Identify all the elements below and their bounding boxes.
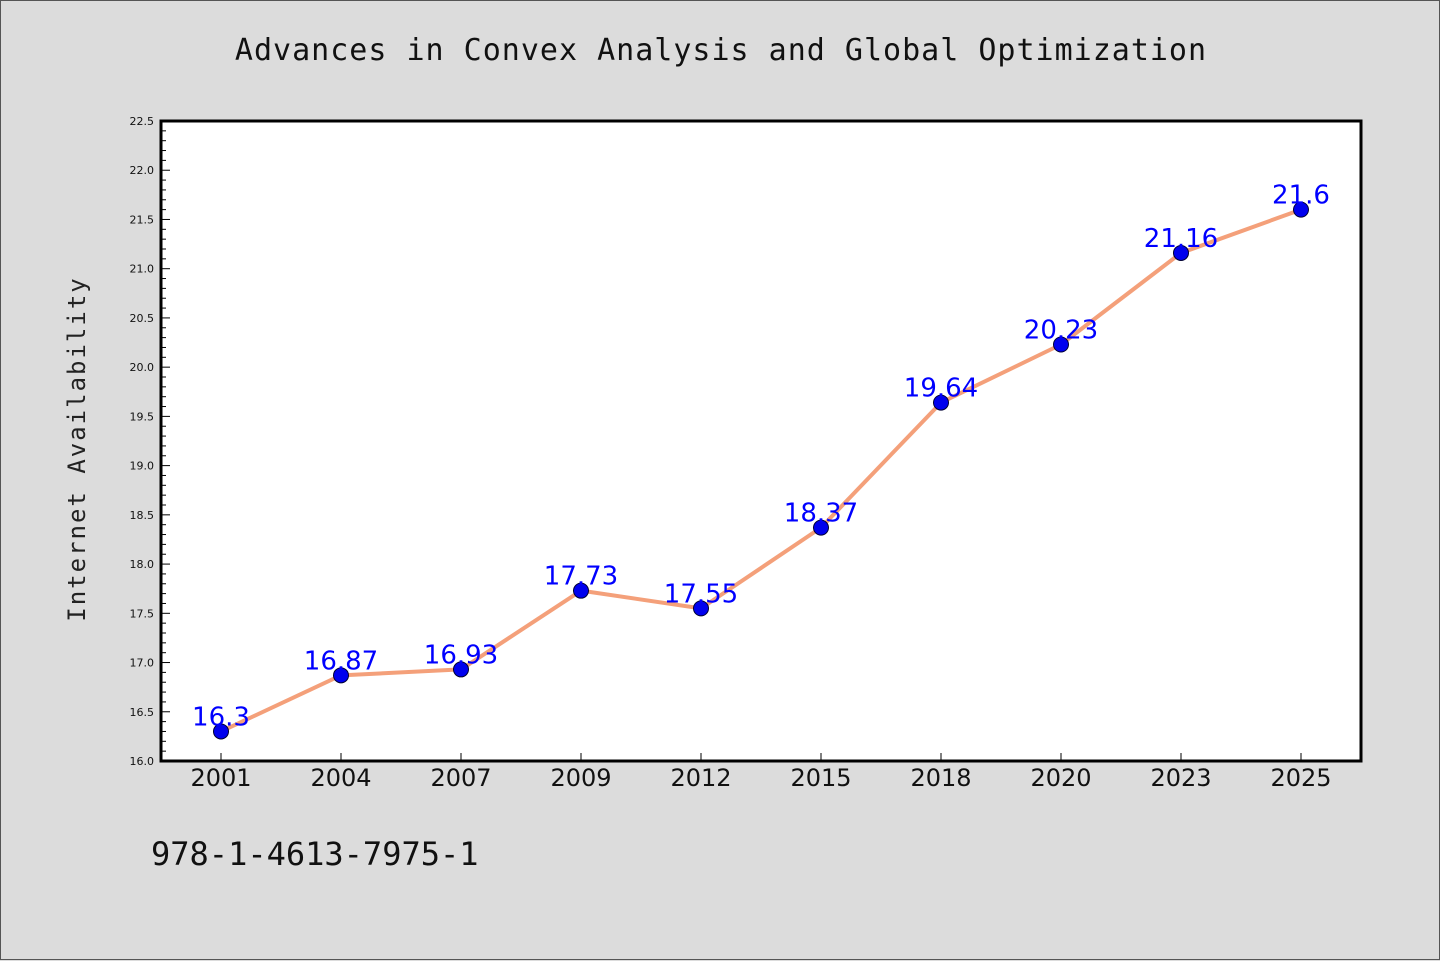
x-tick-label: 2004 [310,764,371,792]
data-point [333,667,349,684]
y-tick-label: 20.0 [130,361,155,374]
data-label: 21.6 [1272,181,1330,211]
x-tick-label: 2007 [430,764,491,792]
y-tick-label: 17.0 [130,657,155,670]
data-point [1293,201,1309,218]
y-tick-label: 18.5 [130,509,155,522]
y-tick-label: 17.5 [130,607,155,620]
data-point [573,582,589,599]
x-tick-label: 2015 [790,764,851,792]
data-point [693,600,709,617]
y-tick-label: 19.0 [130,460,155,473]
x-tick-label: 2020 [1030,764,1091,792]
y-tick-label: 21.0 [130,263,155,276]
data-label: 16.3 [192,702,250,732]
y-tick-label: 22.0 [130,164,155,177]
data-label: 21.16 [1144,224,1218,254]
y-tick-label: 20.5 [130,312,155,325]
y-tick-label: 18.0 [130,558,155,571]
x-tick-label: 2001 [190,764,251,792]
data-label: 17.73 [544,562,618,592]
x-tick-label: 2012 [670,764,731,792]
y-tick-label: 16.5 [130,706,155,719]
x-tick-label: 2009 [550,764,611,792]
data-point [453,661,469,678]
data-label: 19.64 [904,374,978,404]
data-label: 16.87 [304,646,378,676]
data-point [213,723,229,740]
series-line [219,207,1303,734]
chart-title: Advances in Convex Analysis and Global O… [234,33,1208,68]
x-tick-label: 2023 [1150,764,1211,792]
data-point [933,394,949,411]
data-point [1173,244,1189,261]
y-tick-label: 21.5 [130,213,155,226]
data-label: 17.55 [664,579,738,609]
y-tick-label: 19.5 [130,410,155,423]
plot-border [159,119,1363,763]
y-tick-label: 16.0 [130,755,155,768]
data-label: 18.37 [784,499,858,529]
x-tick-label: 2018 [910,764,971,792]
data-label: 16.93 [424,640,498,670]
data-point [1053,336,1069,353]
data-point [813,519,829,536]
x-tick-label: 2025 [1270,764,1331,792]
data-label: 20.23 [1024,316,1098,346]
plot-area [161,121,1361,761]
y-tick-label: 22.5 [130,115,155,128]
isbn-text: 978-1-4613-7975-1 [151,835,479,873]
y-axis-label: Internet Availability [63,276,91,621]
